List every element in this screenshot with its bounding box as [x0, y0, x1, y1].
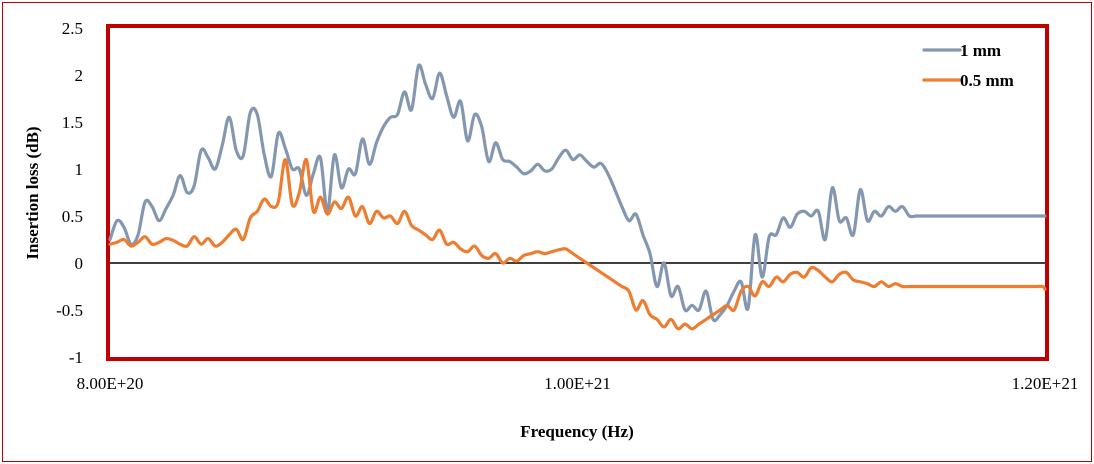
plot-area-border: [106, 24, 1049, 361]
legend-label-2: 0.5 mm: [960, 71, 1014, 90]
y-tick-label: 1: [75, 160, 84, 179]
legend: 1 mm 0.5 mm: [922, 41, 1014, 90]
series-line-1: [108, 63, 1047, 323]
series-line-2: [108, 157, 1047, 331]
y-tick-label: 1.5: [62, 113, 83, 132]
x-tick-label: 8.00E+20: [77, 374, 144, 393]
y-tick-label: 0: [75, 254, 84, 273]
y-tick-label: -1: [69, 348, 83, 367]
x-tick-label: 1.20E+21: [1012, 374, 1079, 393]
legend-label-1: 1 mm: [960, 41, 1001, 60]
series-layer: [108, 63, 1047, 331]
y-tick-label: -0.5: [56, 301, 83, 320]
y-tick-label: 2.5: [62, 19, 83, 38]
y-tick-label: 0.5: [62, 207, 83, 226]
y-axis-title: Insertion loss (dB): [23, 126, 42, 259]
x-axis-title: Frequency (Hz): [520, 422, 633, 441]
y-tick-label: 2: [75, 66, 84, 85]
x-tick-label: 1.00E+21: [544, 374, 611, 393]
tick-layer: 2.5 2 1.5 1 0.5 0 -0.5 -1 8.00E+20 1.00E+21 1.20E+…: [56, 19, 1078, 393]
